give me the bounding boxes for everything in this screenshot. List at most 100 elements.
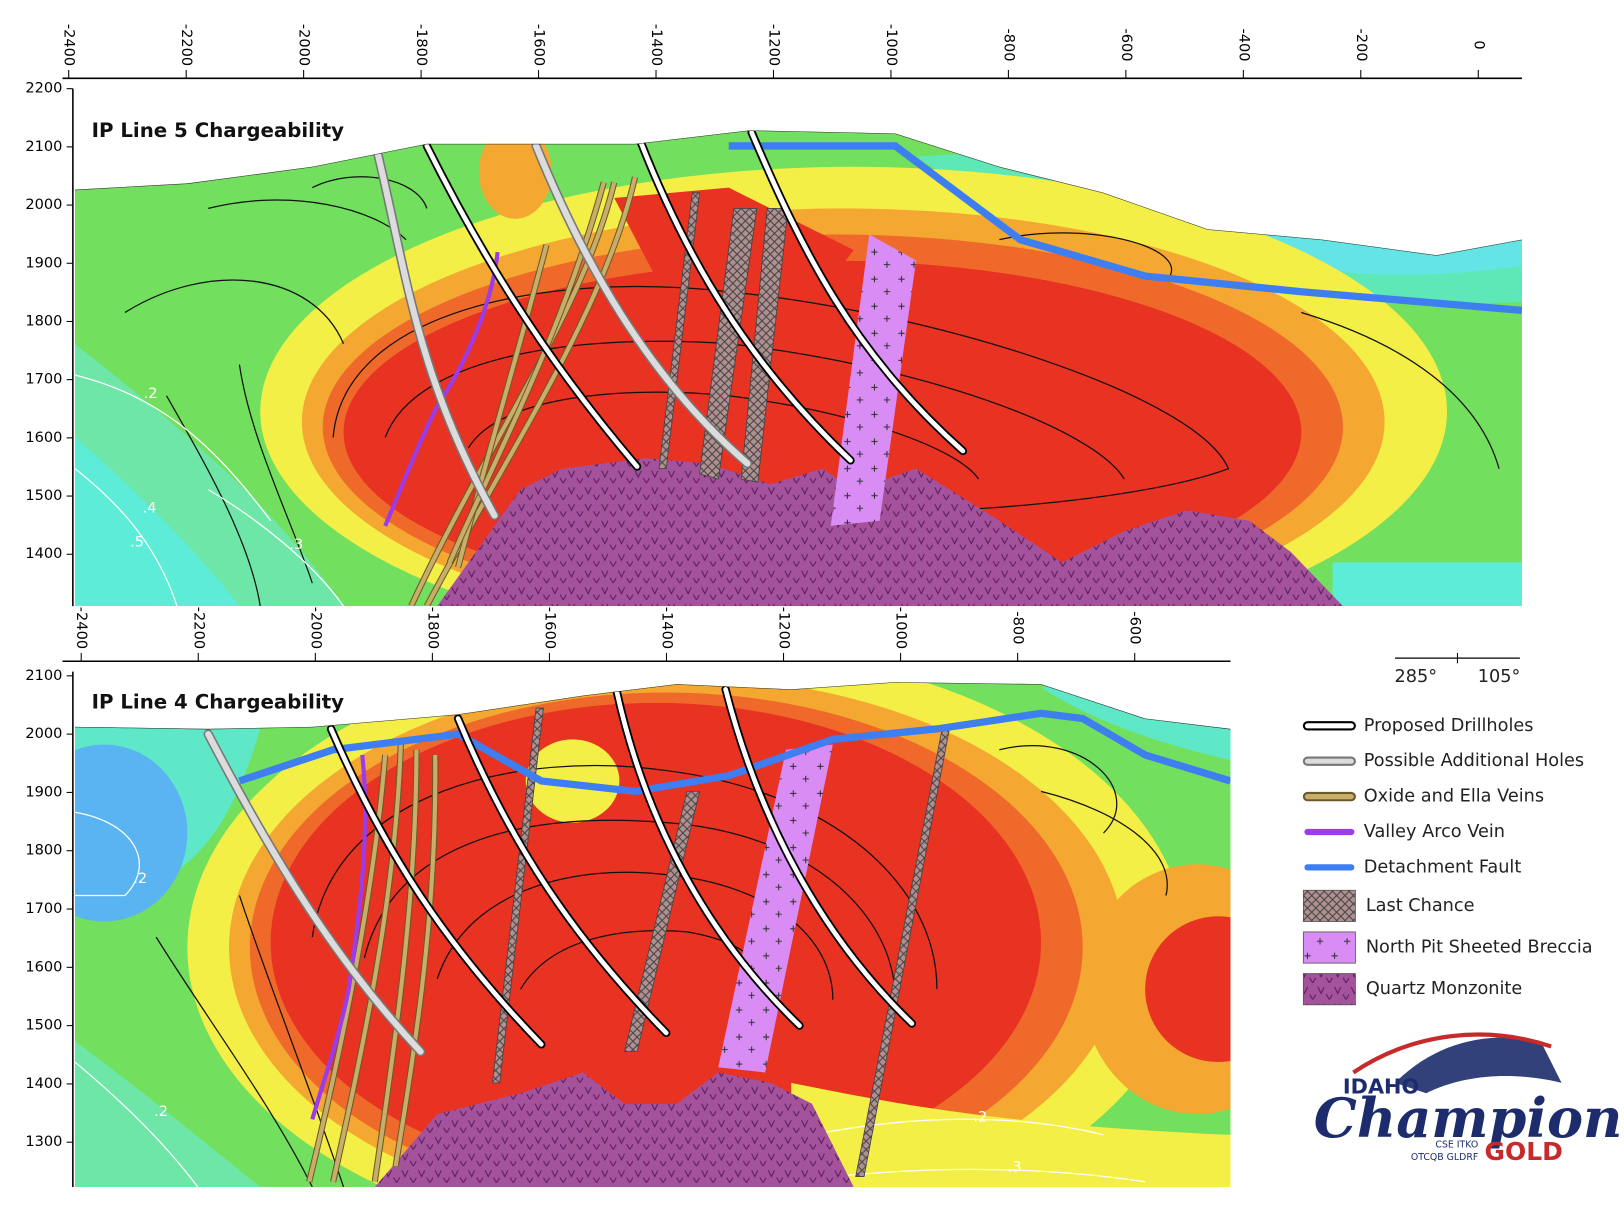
contour [999, 745, 1118, 834]
y-tick-label: 1900 [25, 783, 62, 800]
vein [331, 744, 403, 1183]
topography [74, 682, 1231, 730]
zone [74, 1041, 261, 1187]
x-tick-label: -600 [1127, 611, 1144, 644]
contour [999, 232, 1173, 282]
compass-label: 285° [1394, 667, 1437, 687]
y-tick-label: 1900 [25, 254, 62, 271]
drillhole [749, 130, 966, 454]
possible-hole [374, 151, 498, 519]
x-tick-label: -1600 [531, 24, 548, 66]
legend-label: Proposed Drillholes [1364, 716, 1534, 736]
contour-label: .2 [973, 1108, 987, 1125]
zone [478, 130, 552, 219]
x-tick-label: -400 [1235, 28, 1252, 61]
compass-label: 105° [1478, 667, 1521, 687]
valley-arco-vein [383, 251, 500, 527]
x-tick-label: -1600 [541, 607, 558, 649]
x-tick-label: -2000 [307, 607, 324, 649]
legend-label: Last Chance [1366, 896, 1475, 916]
contour-label: .3 [1008, 1158, 1022, 1175]
logo-name: Champion [1314, 1086, 1623, 1150]
drillhole [613, 687, 802, 1028]
last-chance [699, 207, 758, 480]
contour [74, 1061, 199, 1187]
contour [74, 468, 178, 607]
panel-title: IP Line 5 Chargeability [92, 119, 345, 142]
legend-label: North Pit Sheeted Breccia [1366, 938, 1593, 958]
contour [363, 819, 896, 1000]
legend-label: Possible Additional Holes [1364, 751, 1584, 771]
zone [791, 1082, 1231, 1187]
x-tick-label: -600 [1118, 28, 1135, 61]
logo-listing: OTCQB GLDRF [1411, 1152, 1478, 1163]
quartz-monzonite [374, 1072, 854, 1187]
detachment-fault [238, 709, 1231, 796]
contour [207, 488, 345, 607]
y-tick-label: 1400 [25, 545, 62, 562]
quartz-monzonite [437, 458, 1343, 607]
logo-listing: CSE ITKO [1435, 1139, 1478, 1150]
x-tick-label: -2400 [61, 24, 78, 66]
x-tick-label: -1400 [648, 24, 665, 66]
contour [238, 364, 313, 584]
y-tick-label: 2000 [25, 725, 62, 742]
x-tick-label: -2200 [190, 607, 207, 649]
logo-flag [1394, 1037, 1562, 1094]
y-tick-label: 2000 [25, 196, 62, 213]
axes: -2400 -2200 -2000 -1800 -1600 -1400 -1200 -1000… [25, 607, 1231, 1187]
last-chance [740, 207, 789, 483]
vein [307, 754, 388, 1183]
last-chance [491, 707, 544, 1084]
x-tick-label: -1400 [658, 607, 675, 649]
drillhole [455, 716, 669, 1036]
legend-symbol [1302, 889, 1356, 922]
breccia [718, 744, 833, 1073]
legend: Proposed Drillholes Possible Additional H… [1302, 716, 1593, 1006]
contour-label: .2 [133, 870, 147, 887]
y-tick-label: 1800 [25, 842, 62, 859]
legend-label: Valley Arco Vein [1364, 822, 1505, 842]
logo-top: IDAHO [1343, 1074, 1419, 1098]
contour-label: .4 [143, 499, 157, 516]
axes: -2400 -2200 -2000 -1800 -1600 -1400 -1200 -1000… [25, 24, 1522, 607]
detachment-fault [728, 142, 1522, 315]
contour [436, 871, 834, 1000]
x-tick-label: -1200 [776, 607, 793, 649]
compass: 285° 105° [1394, 652, 1521, 687]
contour [238, 895, 345, 1187]
legend-label: Quartz Monzonite [1366, 979, 1522, 999]
drillhole [424, 143, 640, 469]
contour-label: .5 [130, 534, 144, 551]
section-body [74, 682, 1231, 1187]
zone [74, 744, 188, 922]
drillhole [328, 726, 544, 1047]
contour [74, 374, 272, 522]
contour [166, 395, 261, 607]
contour [811, 1118, 1104, 1136]
contour [832, 1168, 1146, 1183]
y-tick-label: 1400 [25, 1075, 62, 1092]
contour [124, 279, 345, 344]
x-tick-label: -2000 [296, 24, 313, 66]
contour-label: .2 [144, 385, 158, 402]
x-tick-label: -1200 [765, 24, 782, 66]
contour [1301, 311, 1500, 469]
contour-label: .2 [154, 1103, 168, 1120]
vein [393, 754, 438, 1167]
panel-title: IP Line 4 Chargeability [92, 690, 345, 713]
drillhole [637, 138, 853, 463]
x-tick-label: -1800 [424, 607, 441, 649]
legend-symbol [1302, 931, 1356, 964]
last-chance [624, 790, 701, 1053]
y-tick-label: 1700 [25, 900, 62, 917]
x-tick-label: -800 [1000, 28, 1017, 61]
y-tick-label: 1500 [25, 1017, 62, 1034]
y-tick-label: 1500 [25, 487, 62, 504]
y-tick-label: 1700 [25, 371, 62, 388]
contour [155, 936, 313, 1187]
x-tick-label: -1000 [883, 24, 900, 66]
logo-swoosh [1352, 1032, 1552, 1075]
